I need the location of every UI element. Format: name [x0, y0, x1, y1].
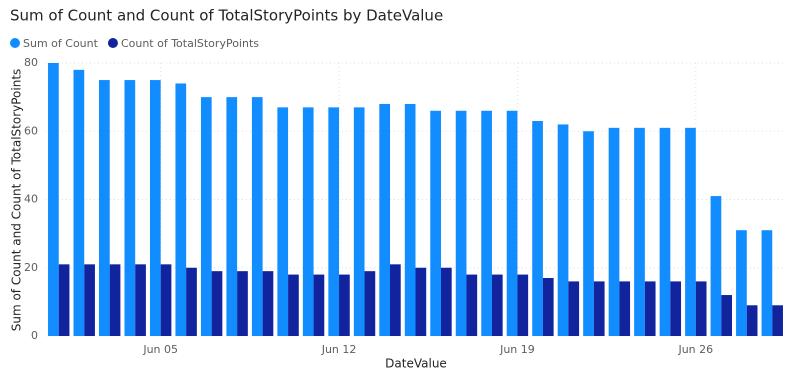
y-tick-label: 0: [31, 329, 38, 342]
bar: [226, 97, 238, 336]
bar: [339, 274, 350, 336]
x-tick-label: Jun 26: [677, 343, 713, 356]
bar: [430, 110, 441, 337]
bar: [73, 69, 85, 336]
bar: [328, 107, 340, 336]
bar: [710, 196, 722, 336]
bar: [379, 103, 391, 336]
bar: [440, 267, 452, 336]
bar: [619, 281, 631, 336]
bar: [532, 121, 543, 336]
bar: [736, 230, 747, 336]
x-tick-label: Jun 05: [142, 343, 178, 356]
bar: [124, 80, 136, 336]
bar: [313, 274, 325, 336]
bar: [237, 271, 248, 336]
bar: [353, 107, 365, 336]
bar: [772, 305, 783, 336]
bar: [634, 127, 645, 337]
bar: [746, 305, 758, 336]
bar: [262, 271, 274, 336]
bar: [721, 295, 732, 336]
bar: [506, 110, 518, 337]
bar: [390, 264, 401, 336]
bar: [302, 107, 314, 336]
legend-marker: [10, 38, 20, 48]
bar: [175, 83, 187, 336]
bar: [517, 274, 529, 336]
y-axis-title: Sum of Count and Count of TotalStoryPoin…: [10, 69, 24, 332]
legend-label: Sum of Count: [23, 37, 99, 50]
bar: [211, 271, 223, 336]
bar: [364, 271, 376, 336]
bar: [99, 80, 110, 336]
x-tick-label: Jun 19: [499, 343, 535, 356]
bar: [277, 107, 289, 336]
bar: [557, 124, 569, 336]
bar: [288, 274, 299, 336]
bar: [481, 110, 492, 337]
bar: [670, 281, 682, 336]
bar: [644, 281, 656, 336]
bar: [695, 281, 707, 336]
bar: [149, 80, 161, 336]
y-tick-label: 60: [24, 124, 38, 137]
bar: [109, 264, 121, 336]
y-tick-label: 20: [24, 261, 38, 274]
bar: [608, 127, 620, 337]
bar: [404, 103, 416, 336]
bar: [186, 267, 197, 336]
bar: [659, 127, 671, 337]
bar: [568, 281, 580, 336]
bar: [160, 264, 172, 336]
legend-marker: [107, 38, 118, 48]
bar: [48, 63, 59, 336]
y-tick-label: 40: [24, 193, 38, 206]
legend-label: Count of TotalStoryPoints: [121, 37, 259, 50]
bar: [251, 97, 263, 336]
bar: [84, 264, 95, 336]
x-tick-label: Jun 12: [321, 343, 357, 356]
bar: [200, 97, 212, 336]
bar: [593, 281, 605, 336]
bar: [685, 127, 696, 337]
x-axis-title: DateValue: [385, 357, 447, 371]
bar: [466, 274, 478, 336]
bar: [761, 230, 773, 336]
bar: [542, 277, 554, 336]
bar: [491, 274, 503, 336]
y-tick-label: 80: [24, 56, 38, 69]
bar: [58, 264, 70, 336]
bar: [415, 267, 427, 336]
bar: [135, 264, 146, 336]
chart-title: Sum of Count and Count of TotalStoryPoin…: [10, 7, 443, 25]
bar: [455, 110, 467, 337]
bar: [583, 131, 594, 336]
